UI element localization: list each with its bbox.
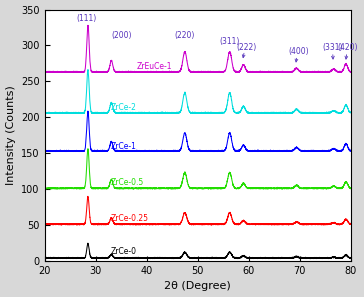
Text: ZrEuCe-1: ZrEuCe-1 <box>136 62 172 71</box>
Text: (331): (331) <box>323 43 343 52</box>
Text: (200): (200) <box>111 31 132 40</box>
Text: (222): (222) <box>236 43 256 52</box>
Text: ZrCe-0: ZrCe-0 <box>111 247 137 256</box>
Text: ZrCe-0.25: ZrCe-0.25 <box>111 214 149 223</box>
Text: (400): (400) <box>288 47 309 56</box>
X-axis label: 2θ (Degree): 2θ (Degree) <box>164 282 231 291</box>
Text: ZrCe-0.5: ZrCe-0.5 <box>111 178 144 187</box>
Text: (311): (311) <box>219 37 240 46</box>
Text: (420): (420) <box>338 43 358 52</box>
Text: (220): (220) <box>175 31 195 40</box>
Text: ZrCe-2: ZrCe-2 <box>111 103 137 112</box>
Text: (111): (111) <box>76 14 96 23</box>
Text: ZrCe-1: ZrCe-1 <box>111 142 137 151</box>
Y-axis label: Intensity (Counts): Intensity (Counts) <box>5 86 16 185</box>
